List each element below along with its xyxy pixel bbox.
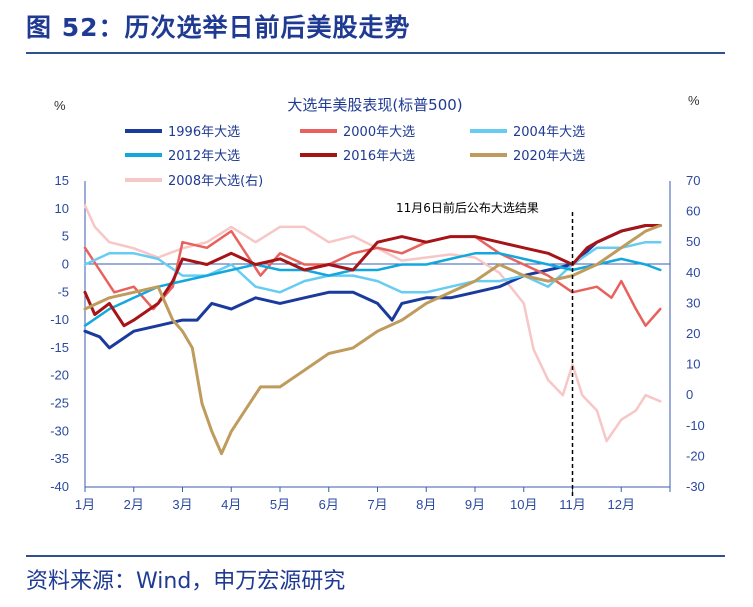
right-tick-label: -20 — [686, 448, 705, 463]
right-axis-unit: % — [688, 93, 700, 108]
right-axis-ticks: 70 60 50 40 30 20 10 0 -10 -20 -30 — [686, 173, 705, 494]
left-tick-label: -10 — [50, 312, 69, 327]
right-tick-label: -10 — [686, 418, 705, 433]
x-tick-label: 2月 — [124, 497, 144, 512]
right-tick-label: 0 — [686, 387, 693, 402]
series-lines — [83, 204, 662, 456]
election-annotation: 11月6日前后公布大选结果 — [396, 200, 539, 215]
left-tick-label: -40 — [50, 479, 69, 494]
right-tick-label: -30 — [686, 479, 705, 494]
left-axis-ticks: 15 10 5 0 -5 -10 -15 -20 -25 -30 -35 -40 — [50, 173, 69, 494]
x-tick-label: 5月 — [270, 497, 290, 512]
x-tick-label: 4月 — [221, 497, 241, 512]
right-tick-label: 40 — [686, 265, 700, 280]
right-tick-label: 30 — [686, 295, 700, 310]
x-tick-label: 8月 — [416, 497, 436, 512]
chart-title: 大选年美股表现(标普500) — [287, 96, 462, 114]
left-tick-label: 10 — [55, 201, 69, 216]
legend-label: 2020年大选 — [513, 149, 585, 164]
x-tick-label: 12月 — [608, 497, 635, 512]
left-tick-label: 5 — [62, 229, 69, 244]
x-tick-label: 10月 — [510, 497, 537, 512]
x-tick-label: 1月 — [75, 497, 95, 512]
left-tick-label: 15 — [55, 173, 69, 188]
x-tick-label: 9月 — [465, 497, 485, 512]
legend-label: 2012年大选 — [168, 149, 240, 164]
x-tick-label: 3月 — [172, 497, 192, 512]
right-tick-label: 60 — [686, 204, 700, 219]
title-rule — [26, 52, 725, 54]
left-tick-label: 0 — [62, 256, 69, 271]
left-tick-label: -5 — [57, 284, 69, 299]
x-axis-ticks: 1月 2月 3月 4月 5月 6月 7月 8月 9月 10月 11月 12月 — [75, 487, 671, 512]
left-tick-label: -25 — [50, 396, 69, 411]
x-tick-label: 7月 — [367, 497, 387, 512]
right-tick-label: 70 — [686, 173, 700, 188]
series-line-4 — [83, 224, 662, 328]
series-line-5 — [83, 224, 662, 456]
left-axis-unit: % — [54, 98, 66, 113]
right-tick-label: 10 — [686, 357, 700, 372]
right-tick-label: 50 — [686, 234, 700, 249]
figure-title: 图 52：历次选举日前后美股走势 — [26, 13, 411, 42]
legend-label: 2004年大选 — [513, 125, 585, 140]
right-tick-label: 20 — [686, 326, 700, 341]
legend-label: 2016年大选 — [343, 149, 415, 164]
series-line-6 — [83, 204, 662, 443]
left-tick-label: -20 — [50, 368, 69, 383]
x-tick-label: 6月 — [319, 497, 339, 512]
legend: 1996年大选 2000年大选 2004年大选 2012年大选 2016年大选 2020年… — [125, 125, 585, 189]
source-note: 资料来源：Wind，申万宏源研究 — [26, 569, 346, 594]
legend-label: 2008年大选(右) — [168, 174, 263, 189]
legend-label: 2000年大选 — [343, 125, 415, 140]
left-tick-label: -35 — [50, 451, 69, 466]
left-tick-label: -30 — [50, 423, 69, 438]
left-tick-label: -15 — [50, 340, 69, 355]
source-rule — [26, 555, 725, 557]
x-tick-label: 11月 — [559, 497, 586, 512]
series-line-1 — [83, 229, 662, 327]
legend-label: 1996年大选 — [168, 125, 240, 140]
